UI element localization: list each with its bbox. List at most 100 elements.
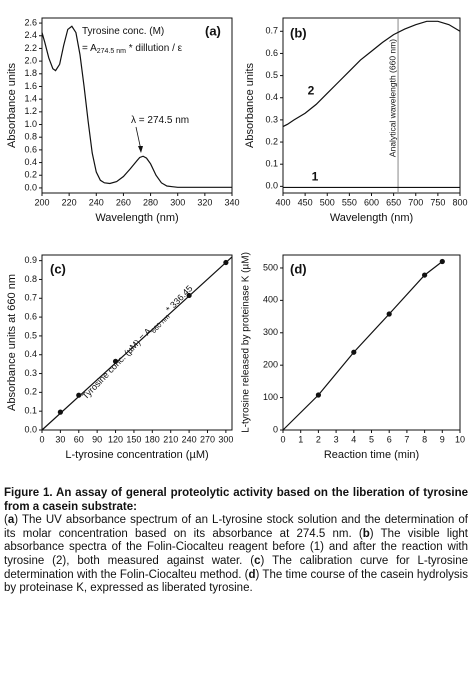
panel-label: (d) <box>290 261 307 276</box>
y-axis-label: Absorbance units <box>244 63 256 148</box>
x-tick-label: 0 <box>39 434 44 444</box>
x-tick-label: 270 <box>200 434 215 444</box>
caption-panel-letter: b <box>362 527 370 540</box>
x-axis-label: L-tyrosine concentration (µM) <box>65 449 208 461</box>
x-tick-label: 240 <box>89 197 104 207</box>
y-axis-label: Absorbance units <box>6 63 18 148</box>
data-point <box>439 258 445 265</box>
y-tick-label: 0.6 <box>24 144 37 154</box>
curve-label: 2 <box>308 83 315 97</box>
caption-text: ( <box>4 514 8 527</box>
caption-text: ) The visible light absorbance spectra o… <box>4 527 468 567</box>
x-tick-label: 800 <box>452 197 467 207</box>
x-tick-label: 300 <box>218 434 233 444</box>
arrow-head <box>138 146 143 153</box>
x-tick-label: 280 <box>143 197 158 207</box>
y-tick-label: 1.8 <box>24 68 37 78</box>
y-tick-label: 0.7 <box>24 293 37 303</box>
y-tick-label: 300 <box>263 327 278 337</box>
caption-panel-letter: c <box>254 554 261 567</box>
caption: Figure 1. An assay of general proteolyti… <box>4 487 468 596</box>
annotation-text: λ = 274.5 nm <box>131 115 189 126</box>
x-tick-label: 60 <box>74 434 84 444</box>
caption-body: (a) The UV absorbance spectrum of an L-t… <box>4 514 468 596</box>
x-tick-label: 180 <box>145 434 160 444</box>
x-tick-label: 6 <box>387 434 392 444</box>
annotation: Tyrosine conc. (µM) = A660 nm * 336.45 <box>80 284 196 404</box>
panel-label: (a) <box>205 23 221 38</box>
x-tick-label: 7 <box>404 434 409 444</box>
y-tick-label: 0.8 <box>24 132 37 142</box>
x-axis-label: Wavelength (nm) <box>330 212 413 224</box>
y-tick-label: 0.0 <box>24 424 37 434</box>
y-axis-label: Absorbance units at 660 nm <box>6 274 18 411</box>
x-tick-label: 650 <box>386 197 401 207</box>
x-tick-label: 4 <box>351 434 356 444</box>
spectrum-line <box>41 25 232 188</box>
data-point <box>223 259 229 266</box>
annotation: = A274.5 nm * dillution / ε <box>82 43 183 55</box>
panel-label: (b) <box>290 25 307 40</box>
caption-title: Figure 1. An assay of general proteolyti… <box>4 487 468 513</box>
x-tick-label: 8 <box>422 434 427 444</box>
x-tick-label: 750 <box>430 197 445 207</box>
x-tick-label: 500 <box>320 197 335 207</box>
x-tick-label: 0 <box>280 434 285 444</box>
data-point <box>76 392 82 398</box>
caption-text: ) The UV absorbance spectrum of an L-tyr… <box>4 514 468 540</box>
figure: 200 220 240 260 280 300 320 3400.00.20.40.60.81… <box>6 17 468 461</box>
spectrum-line <box>282 20 461 128</box>
y-tick-label: 1.2 <box>24 106 37 116</box>
x-tick-label: 240 <box>182 434 197 444</box>
data-point <box>112 358 119 364</box>
data-point <box>315 392 321 398</box>
x-tick-label: 320 <box>197 197 212 207</box>
y-tick-label: 2.2 <box>24 43 37 53</box>
y-tick-label: 0.0 <box>265 181 278 191</box>
y-tick-label: 2.6 <box>24 17 37 27</box>
y-tick-label: 0.2 <box>265 136 278 146</box>
y-tick-label: 1.4 <box>24 94 37 104</box>
x-tick-label: 3 <box>334 434 339 444</box>
x-tick-label: 300 <box>170 197 185 207</box>
y-tick-label: 200 <box>263 360 278 370</box>
x-tick-label: 550 <box>342 197 357 207</box>
y-tick-label: 1.0 <box>24 119 37 129</box>
y-tick-label: 0.3 <box>265 114 278 124</box>
x-tick-label: 260 <box>116 197 131 207</box>
caption-text: ) The time course of the casein hydrolys… <box>4 568 468 595</box>
annotation: λ = 274.5 nm <box>131 115 189 126</box>
y-tick-label: 0.0 <box>24 182 37 192</box>
y-axis-label: L-tyrosine released by proteinase K (µM) <box>241 252 252 433</box>
data-point <box>186 292 192 299</box>
y-tick-label: 0.5 <box>24 330 37 340</box>
y-tick-label: 0.2 <box>24 387 37 397</box>
annotation-subscript: 274.5 nm <box>97 48 126 55</box>
plot-frame <box>41 17 233 194</box>
annotation-text: * dillution / ε <box>126 43 183 54</box>
y-tick-label: 0.4 <box>24 157 37 167</box>
plot-frame <box>282 17 461 194</box>
x-tick-label: 210 <box>163 434 178 444</box>
reference-line-label: Analytical wavelength (660 nm) <box>387 39 397 157</box>
x-tick-label: 400 <box>275 197 290 207</box>
x-tick-label: 1 <box>298 434 303 444</box>
annotation-text: Tyrosine conc. (M) <box>82 26 164 37</box>
y-tick-label: 0.1 <box>265 159 278 169</box>
y-tick-label: 0.2 <box>24 170 37 180</box>
data-point <box>57 409 63 415</box>
y-tick-label: 0.1 <box>24 406 37 416</box>
y-tick-label: 0.4 <box>24 349 37 359</box>
y-tick-label: 0.5 <box>265 70 278 80</box>
x-tick-label: 700 <box>408 197 423 207</box>
y-tick-label: 0.4 <box>265 92 278 102</box>
x-tick-label: 90 <box>92 434 102 444</box>
data-point <box>422 272 428 278</box>
x-tick-label: 9 <box>440 434 445 444</box>
caption-panel-letter: d <box>248 568 256 581</box>
y-tick-label: 400 <box>263 295 278 305</box>
x-tick-label: 10 <box>455 434 465 444</box>
x-axis-label: Reaction time (min) <box>324 449 419 461</box>
annotation-text: * 336.45 <box>163 284 195 317</box>
